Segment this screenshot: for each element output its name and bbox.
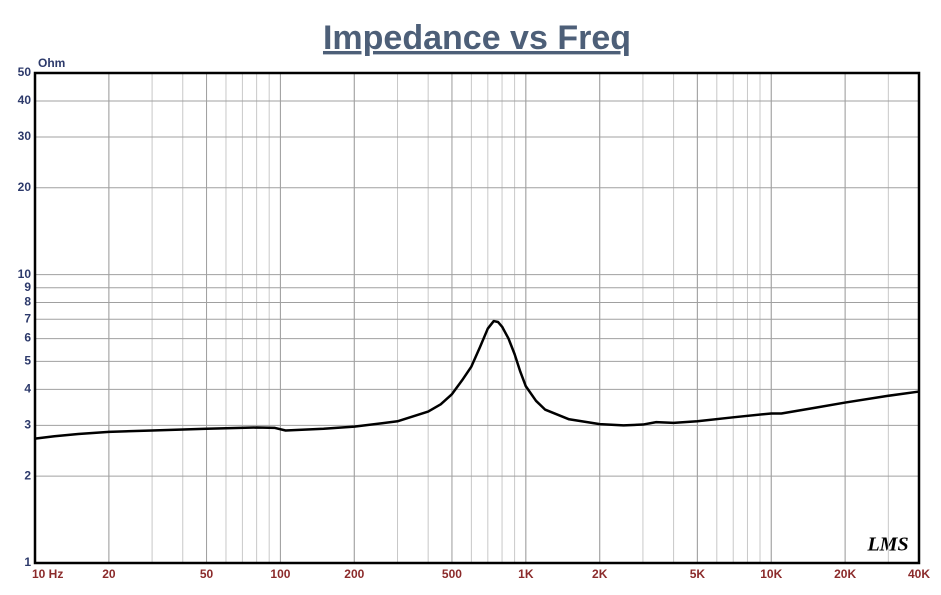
y-tick-label: 4 [24,382,31,396]
y-tick-label: 30 [18,129,32,143]
plot-frame [33,71,921,565]
y-tick-label: 6 [24,331,31,345]
y-tick-label: 5 [24,354,31,368]
x-tick-label: 5K [690,567,706,581]
x-tick-label: 200 [344,567,364,581]
x-tick-label: 2K [592,567,608,581]
x-tick-label: 1K [518,567,534,581]
y-tick-label: 3 [24,418,31,432]
y-tick-label: 50 [18,65,32,79]
x-tick-label: 40K [908,567,930,581]
y-tick-label: 9 [24,280,31,294]
x-tick-label: 10 Hz [32,567,63,581]
y-tick-label: 10 [18,267,32,281]
x-tick-label: 50 [200,567,214,581]
x-tick-label: 500 [442,567,462,581]
impedance-line [34,319,920,440]
y-tick-label: 40 [18,93,32,107]
x-tick-label: 20 [102,567,116,581]
y-tick-label: 2 [24,468,31,482]
y-tick-label: 8 [24,295,31,309]
y-tick-label: 20 [18,180,32,194]
x-tick-label: 10K [760,567,782,581]
chart-title: Impedance vs Freq [323,19,631,57]
x-tick-label: 100 [270,567,290,581]
y-tick-label: 1 [24,555,31,569]
x-tick-label: 20K [834,567,856,581]
y-tick-label: 7 [24,311,31,325]
y-axis-label: Ohm [38,56,65,70]
watermark: LMS [866,534,908,556]
